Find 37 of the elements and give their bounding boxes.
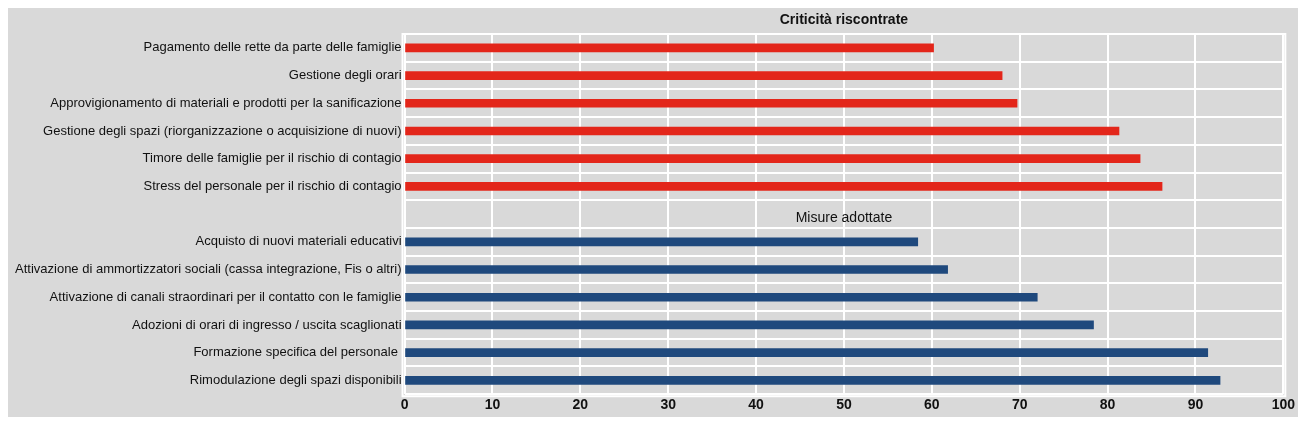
bar [405,265,948,274]
bar [405,237,919,247]
y-tick-label: Rimodulazione degli spazi disponibili [189,371,402,387]
bar [405,348,1209,357]
bar [405,98,1018,108]
bar [405,320,1094,330]
y-tick-label: Pagamento delle rette da parte delle famiglie [143,39,402,55]
bar [405,376,1221,385]
y-tick-label: Attivazione di canali straordinari per il contatto con le famiglie [49,288,402,304]
x-tick-label: 100 [1271,396,1296,413]
x-tick-label: 0 [400,396,409,413]
y-tick-label: Gestione degli spazi (riorganizzazione o acquisizione di nuovi) [43,122,402,138]
x-tick-label: 60 [924,396,940,413]
bar [405,126,1120,136]
x-tick-label: 80 [1099,396,1116,413]
y-tick-label: Stress del personale per il rischio di contagio [143,177,402,193]
bar [405,43,934,53]
x-tick-label: 30 [660,396,677,413]
x-tick-label: 70 [1011,396,1028,413]
x-tick-label: 90 [1187,396,1204,413]
y-tick-label: Approvigionamento di materiali e prodotti per la sanificazione [50,94,402,110]
y-tick-label: Adozioni di orari di ingresso / uscita scaglionati [132,316,402,332]
chart-title: Criticità riscontrate [779,10,909,27]
bar [405,154,1141,164]
annotation: Misure adottate [795,208,893,225]
x-tick-label: 20 [572,396,589,413]
x-tick-label: 10 [484,396,501,413]
y-tick-label: Timore delle famiglie per il rischio di contagio [142,150,402,166]
bar [405,182,1163,191]
y-tick-label: Attivazione di ammortizzatori sociali (cassa integrazione, Fis o altri) [15,261,402,277]
y-tick-label: Gestione degli orari [288,67,402,83]
y-tick-label: Formazione specifica del personale [193,344,402,360]
x-tick-label: 40 [748,396,765,413]
y-tick-label: Acquisto di nuovi materiali educativi [195,233,402,249]
bar [405,71,1003,80]
bar [405,292,1038,302]
x-tick-label: 50 [836,396,852,413]
